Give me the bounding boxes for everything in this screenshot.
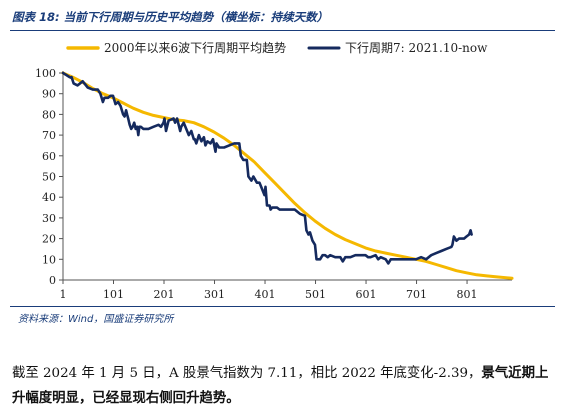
y-tick-label: 0 xyxy=(49,274,56,287)
line-chart: 0 10 20 30 40 50 60 70 80 90 100 1 101 201 301 401 501 60… xyxy=(35,41,514,301)
x-tick-label: 601 xyxy=(356,288,377,301)
series-line-2 xyxy=(61,71,473,265)
figure-source: 资料来源：Wind，国盛证券研究所 xyxy=(18,314,174,325)
x-tick-label: 201 xyxy=(154,288,175,301)
series-line-1 xyxy=(61,71,514,280)
y-tick-label: 60 xyxy=(42,150,56,163)
x-tick-label: 101 xyxy=(103,288,124,301)
title-rule xyxy=(10,30,555,31)
source-rule xyxy=(10,306,555,307)
y-tick-label: 80 xyxy=(42,108,56,121)
y-tick-label: 90 xyxy=(42,88,56,101)
paragraph-text: 截至 2024 年 1 月 5 日，A 股景气指数为 7.11，相比 2022 … xyxy=(12,366,482,381)
legend-label-1: 2000年以来6波下行周期平均趋势 xyxy=(104,41,286,55)
y-tick-label: 40 xyxy=(42,191,56,204)
y-tick-label: 50 xyxy=(42,171,56,184)
x-tick-label: 501 xyxy=(305,288,326,301)
y-tick-label: 20 xyxy=(42,233,56,246)
y-tick-label: 10 xyxy=(42,253,56,266)
x-tick-label: 301 xyxy=(204,288,225,301)
figure-title: 图表 18: 当前下行周期与历史平均趋势（横坐标：持续天数） xyxy=(12,10,329,24)
y-tick-label: 100 xyxy=(35,67,56,80)
x-tick-label: 801 xyxy=(457,288,478,301)
paragraph-highlight: 景气近期上升幅度明显，已经显现右侧回升趋势。 xyxy=(12,365,549,406)
x-tick-label: 701 xyxy=(406,288,427,301)
analysis-paragraph: 截至 2024 年 1 月 5 日，A 股景气指数为 7.11，相比 2022 … xyxy=(12,361,552,411)
y-tick-label: 70 xyxy=(42,129,56,142)
x-tick-label: 1 xyxy=(60,288,67,301)
x-tick-label: 401 xyxy=(255,288,276,301)
legend-label-2: 下行周期7: 2021.10-now xyxy=(345,41,488,55)
y-tick-label: 30 xyxy=(42,212,56,225)
